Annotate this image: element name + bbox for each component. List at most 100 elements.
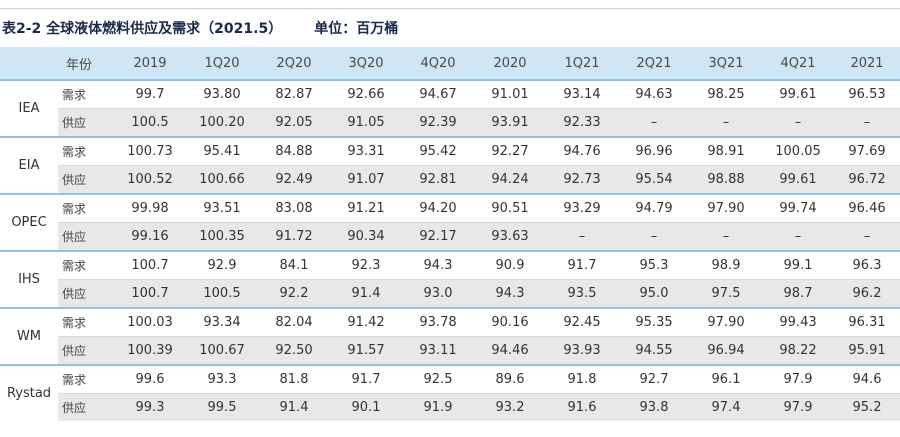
value-cell: 93.3 [186, 364, 258, 394]
value-cell: 99.98 [114, 193, 186, 223]
value-cell: 100.66 [186, 165, 258, 194]
value-cell: 98.22 [762, 336, 834, 365]
value-cell: – [690, 222, 762, 251]
value-cell: 89.6 [474, 364, 546, 394]
value-cell: 93.2 [474, 393, 546, 421]
row-type-label: 供应 [58, 222, 114, 251]
value-cell: 90.34 [330, 222, 402, 251]
value-cell: 91.57 [330, 336, 402, 365]
top-divider [0, 8, 900, 9]
value-cell: 93.93 [546, 336, 618, 365]
value-cell: 99.74 [762, 193, 834, 223]
value-cell: 94.6 [834, 364, 900, 394]
value-cell: 99.6 [114, 364, 186, 394]
value-cell: 93.0 [402, 279, 474, 308]
value-cell: 92.73 [546, 165, 618, 194]
value-cell: 92.05 [258, 108, 330, 137]
value-cell: 97.90 [690, 193, 762, 223]
value-cell: 97.5 [690, 279, 762, 308]
row-type-label: 供应 [58, 336, 114, 365]
value-cell: 100.39 [114, 336, 186, 365]
period-header: 3Q21 [690, 47, 762, 80]
demand-row: IEA 需求 99.7 93.80 82.87 92.66 94.67 91.01 93.14 9… [0, 79, 900, 137]
table-caption: 表2-2 全球液体燃料供应及需求（2021.5） 单位：百万桶 [2, 18, 398, 40]
value-cell: 98.88 [690, 165, 762, 194]
supply-row: 供应 100.39 100.67 92.50 91.57 93.11 94.46 93.93 9… [0, 336, 900, 365]
value-cell: 98.91 [690, 136, 762, 166]
value-cell: – [762, 222, 834, 251]
header-row: 年份 2019 1Q20 2Q20 3Q20 4Q20 2020 1Q21 2Q… [0, 47, 900, 80]
row-type-label: 需求 [58, 364, 114, 394]
value-cell: 94.20 [402, 193, 474, 223]
value-cell: 84.88 [258, 136, 330, 166]
value-cell: 96.31 [834, 307, 900, 337]
source-name: WM [0, 307, 58, 365]
value-cell: 98.7 [762, 279, 834, 308]
supply-row: 供应 100.7 100.5 92.2 91.4 93.0 94.3 93.5 95.0 97.5… [0, 279, 900, 308]
value-cell: 93.51 [186, 193, 258, 223]
value-cell: 99.61 [762, 79, 834, 109]
value-cell: 84.1 [258, 250, 330, 280]
value-cell: 91.9 [402, 393, 474, 421]
value-cell: 96.96 [618, 136, 690, 166]
value-cell: 93.14 [546, 79, 618, 109]
value-cell: 92.50 [258, 336, 330, 365]
value-cell: 91.07 [330, 165, 402, 194]
demand-row: OPEC 需求 99.98 93.51 83.08 91.21 94.20 90.51 93.2… [0, 193, 900, 251]
row-type-label: 需求 [58, 250, 114, 280]
value-cell: 99.16 [114, 222, 186, 251]
value-cell: 94.79 [618, 193, 690, 223]
value-cell: 93.29 [546, 193, 618, 223]
period-header: 1Q21 [546, 47, 618, 80]
value-cell: 93.34 [186, 307, 258, 337]
table-title: 表2-2 全球液体燃料供应及需求（2021.5） [2, 21, 283, 37]
value-cell: 96.53 [834, 79, 900, 109]
period-header: 2Q20 [258, 47, 330, 80]
value-cell: 91.21 [330, 193, 402, 223]
value-cell: 91.8 [546, 364, 618, 394]
value-cell: – [546, 222, 618, 251]
value-cell: 96.72 [834, 165, 900, 194]
value-cell: 94.3 [474, 279, 546, 308]
demand-row: IHS 需求 100.7 92.9 84.1 92.3 94.3 90.9 91.7 95.3 98… [0, 250, 900, 308]
value-cell: 95.35 [618, 307, 690, 337]
supply-row: 供应 99.3 99.5 91.4 90.1 91.9 93.2 91.6 93.8 97.4 97… [0, 393, 900, 421]
source-name: IEA [0, 79, 58, 137]
period-header: 4Q20 [402, 47, 474, 80]
value-cell: 94.3 [402, 250, 474, 280]
row-type-label: 供应 [58, 108, 114, 137]
value-cell: 97.9 [762, 364, 834, 394]
value-cell: 93.63 [474, 222, 546, 251]
value-cell: 92.66 [330, 79, 402, 109]
unit-label: 单位：百万桶 [314, 21, 399, 37]
value-cell: – [690, 108, 762, 137]
value-cell: 92.3 [330, 250, 402, 280]
period-header: 3Q20 [330, 47, 402, 80]
value-cell: 93.11 [402, 336, 474, 365]
value-cell: 91.4 [330, 279, 402, 308]
period-header: 2021 [834, 47, 900, 80]
value-cell: 97.4 [690, 393, 762, 421]
value-cell: 93.8 [618, 393, 690, 421]
value-cell: 92.9 [186, 250, 258, 280]
value-cell: 95.42 [402, 136, 474, 166]
value-cell: 92.2 [258, 279, 330, 308]
table-body: IEA 需求 99.7 93.80 82.87 92.66 94.67 91.01 93.14 9… [0, 79, 900, 421]
source-header-cell [0, 47, 58, 80]
value-cell: – [618, 108, 690, 137]
value-cell: 95.41 [186, 136, 258, 166]
value-cell: 100.5 [114, 108, 186, 137]
value-cell: 92.27 [474, 136, 546, 166]
value-cell: 94.24 [474, 165, 546, 194]
supply-row: 供应 100.52 100.66 92.49 91.07 92.81 94.24 92.73 9… [0, 165, 900, 194]
row-type-label: 供应 [58, 165, 114, 194]
value-cell: 81.8 [258, 364, 330, 394]
value-cell: 92.49 [258, 165, 330, 194]
value-cell: – [834, 108, 900, 137]
value-cell: 92.17 [402, 222, 474, 251]
value-cell: 92.45 [546, 307, 618, 337]
value-cell: 93.91 [474, 108, 546, 137]
value-cell: 91.01 [474, 79, 546, 109]
value-cell: – [618, 222, 690, 251]
period-header: 2019 [114, 47, 186, 80]
